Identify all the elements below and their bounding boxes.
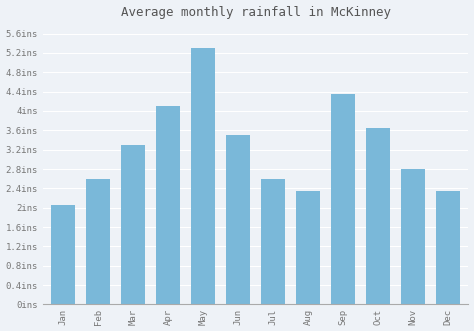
Bar: [121, 145, 146, 305]
Bar: [156, 106, 180, 305]
Title: Average monthly rainfall in McKinney: Average monthly rainfall in McKinney: [120, 6, 391, 19]
Bar: [86, 179, 110, 305]
Bar: [366, 128, 390, 305]
Bar: [226, 135, 250, 305]
Bar: [261, 179, 285, 305]
Bar: [191, 48, 215, 305]
Bar: [296, 191, 320, 305]
Bar: [331, 94, 356, 305]
Bar: [401, 169, 425, 305]
Bar: [51, 205, 75, 305]
Bar: [436, 191, 460, 305]
